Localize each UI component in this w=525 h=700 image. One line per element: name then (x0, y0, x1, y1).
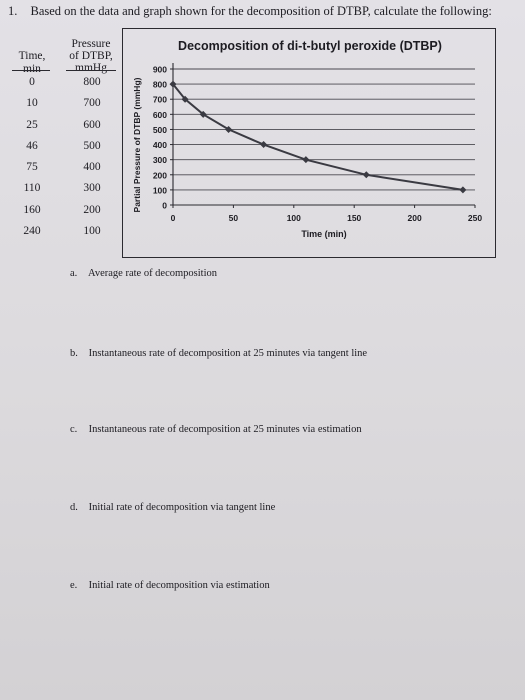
time-cell: 240 (23, 225, 41, 238)
part-a-text: Average rate of decomposition (88, 268, 218, 279)
time-cell: 75 (26, 161, 38, 174)
part-a-letter: a. (70, 268, 78, 279)
pressure-cell: 200 (83, 203, 101, 216)
x-tick-label: 50 (229, 213, 239, 223)
y-tick-label: 300 (153, 155, 167, 165)
pressure-cell: 500 (83, 139, 101, 152)
pressure-cell: 700 (83, 97, 101, 110)
table-row: 46 500 (2, 140, 132, 161)
x-tick-label: 200 (408, 213, 422, 223)
time-header-rule (12, 70, 50, 71)
y-tick-label: 600 (153, 110, 167, 120)
y-tick-label: 900 (153, 65, 167, 75)
y-tick-label: 0 (162, 201, 167, 211)
pressure-cell: 100 (83, 225, 101, 238)
pressure-column-header: Pressure of DTBP, mmHg (69, 38, 113, 74)
part-e-letter: e. (70, 580, 78, 591)
part-d: d. Initial rate of decomposition via tan… (70, 502, 275, 513)
time-cell: 0 (29, 76, 35, 88)
time-cell: 110 (23, 182, 41, 195)
part-b: b. Instantaneous rate of decomposition a… (70, 348, 367, 359)
data-point (302, 156, 310, 164)
data-point (199, 110, 207, 118)
part-a: a. Average rate of decomposition (70, 268, 217, 279)
time-column-header: Time, min (18, 50, 46, 75)
table-row: 160 200 (2, 204, 132, 225)
question-text: Based on the data and graph shown for th… (30, 4, 492, 18)
table-row: 75 400 (2, 161, 132, 182)
table-body: 0 800 10 700 25 600 46 500 75 400 110 300 160 200 240 1… (2, 76, 132, 246)
time-cell: 10 (26, 97, 38, 110)
part-e-text: Initial rate of decomposition via estima… (88, 580, 270, 591)
x-axis-label: Time (min) (301, 229, 346, 239)
part-c-letter: c. (70, 424, 78, 435)
pressure-cell: 800 (83, 76, 101, 88)
table-row: 10 700 (2, 97, 132, 118)
table-row: 25 600 (2, 119, 132, 140)
part-e: e. Initial rate of decomposition via est… (70, 580, 270, 591)
x-tick-label: 0 (171, 213, 176, 223)
y-axis-label: Partial Pressure of DTBP (mmHg) (132, 77, 142, 212)
pressure-cell: 300 (83, 182, 101, 195)
question-heading: 1. Based on the data and graph shown for… (8, 4, 520, 19)
part-d-letter: d. (70, 502, 78, 513)
part-c: c. Instantaneous rate of decomposition a… (70, 424, 362, 435)
time-cell: 160 (23, 203, 41, 216)
pressure-cell: 400 (83, 161, 101, 174)
time-cell: 46 (26, 139, 38, 152)
time-cell: 25 (26, 118, 38, 131)
x-tick-label: 150 (347, 213, 361, 223)
y-tick-label: 200 (153, 170, 167, 180)
data-point (181, 95, 189, 103)
part-b-letter: b. (70, 348, 78, 359)
data-series-line (172, 83, 464, 191)
question-number: 1. (8, 4, 18, 18)
y-tick-label: 500 (153, 125, 167, 135)
part-b-text: Instantaneous rate of decomposition at 2… (88, 348, 368, 359)
chart-title: Decomposition of di-t-butyl peroxide (DT… (178, 39, 442, 53)
table-row: 110 300 (2, 182, 132, 203)
table-row: 0 800 (2, 76, 132, 97)
pressure-header-rule (66, 70, 116, 71)
y-tick-label: 800 (153, 80, 167, 90)
data-point (260, 141, 268, 149)
chart-svg: 0 100 200 300 400 500 600 700 800 900 0 50 100 150 200… (132, 63, 482, 239)
part-c-text: Instantaneous rate of decomposition at 2… (88, 424, 362, 435)
x-tick-label: 100 (287, 213, 301, 223)
data-point (169, 80, 177, 88)
data-point (459, 186, 467, 194)
x-tick-label: 250 (468, 213, 482, 223)
y-tick-label: 100 (153, 185, 167, 195)
part-d-text: Initial rate of decomposition via tangen… (88, 502, 276, 513)
pressure-cell: 600 (83, 118, 101, 131)
y-tick-label: 400 (153, 140, 167, 150)
chart-frame: Decomposition of di-t-butyl peroxide (DT… (122, 28, 496, 258)
table-row: 240 100 (2, 225, 132, 246)
data-point (225, 125, 233, 133)
data-point (362, 171, 370, 179)
y-tick-label: 700 (153, 95, 167, 105)
